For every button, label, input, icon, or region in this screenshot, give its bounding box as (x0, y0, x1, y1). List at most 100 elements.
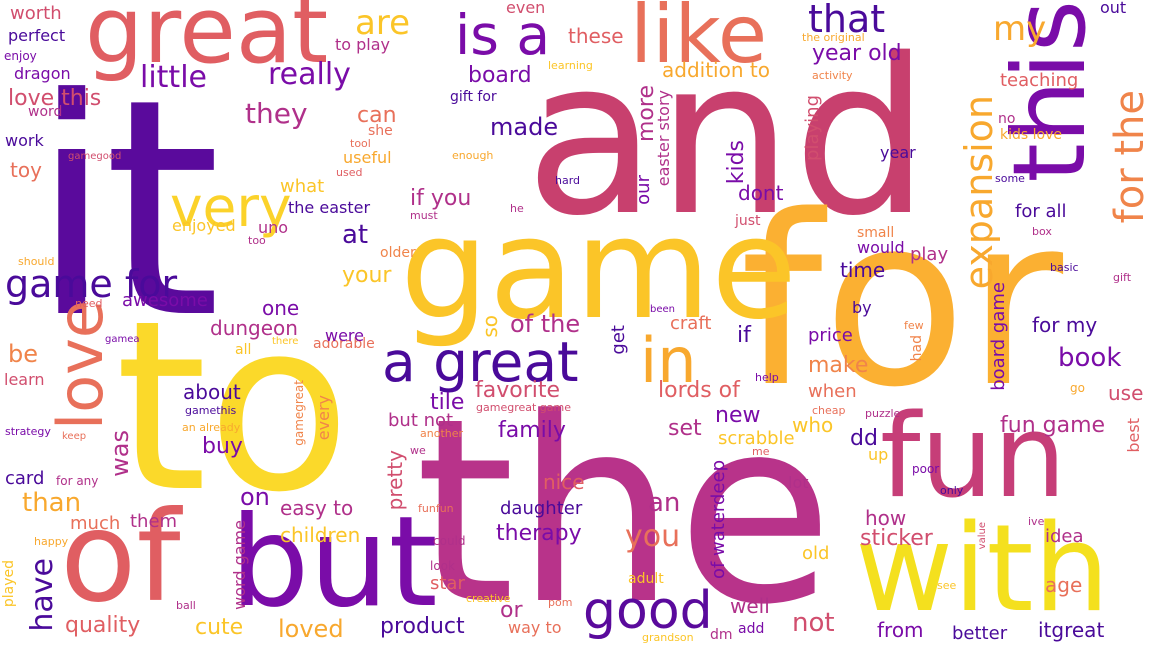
word: craft (670, 313, 712, 334)
word: nice (543, 470, 585, 494)
word: really (268, 57, 351, 92)
word: grandson (642, 631, 694, 644)
word: idea (1045, 526, 1084, 547)
word: set (668, 416, 702, 441)
word: scrabble (718, 428, 795, 449)
word: from (877, 618, 924, 642)
word: what (280, 176, 325, 197)
word: for the (1107, 90, 1152, 224)
word: time (840, 258, 886, 282)
word: playing (802, 95, 823, 161)
word: the easter (288, 198, 371, 217)
word: you (625, 519, 681, 554)
word: creative (466, 592, 511, 605)
word: the (415, 364, 834, 648)
word: an (648, 488, 681, 518)
word: some (995, 172, 1025, 185)
word: uno (258, 218, 289, 237)
word: your (342, 263, 392, 288)
word: new (715, 403, 761, 428)
word: on (240, 483, 270, 511)
word: book (1058, 343, 1122, 373)
word: who (792, 413, 834, 437)
word: learning (548, 59, 593, 72)
word: pom (548, 596, 573, 609)
word: these (568, 24, 624, 48)
word: just (735, 213, 761, 229)
word: game (400, 188, 798, 351)
word: enough (452, 149, 494, 162)
word: hard (555, 174, 581, 187)
word: learn (4, 370, 45, 389)
word: well (730, 594, 770, 618)
word: best (1124, 418, 1143, 453)
word: dungeon (210, 316, 298, 340)
word: but (230, 490, 438, 635)
word: is a (455, 3, 551, 67)
word: much (70, 513, 121, 534)
word: toy (10, 158, 42, 182)
word: old (802, 543, 830, 564)
word: useful (343, 148, 392, 167)
word: worth (10, 3, 62, 24)
word: up (868, 445, 889, 464)
word: cheap (812, 404, 846, 417)
word: children (280, 523, 361, 547)
word: play (910, 244, 949, 265)
word: easter story (654, 90, 673, 187)
word: no (998, 111, 1016, 127)
word: teaching (1000, 70, 1079, 91)
word: for all (1015, 201, 1067, 222)
word: love this (8, 86, 102, 111)
word: played (1, 560, 17, 608)
word: fun game (1000, 413, 1106, 438)
word: enjoy (4, 49, 37, 63)
word: and (525, 12, 930, 263)
word: game for (5, 262, 178, 306)
word: board game (988, 282, 1009, 391)
word: older (380, 245, 416, 261)
word: kids love (1000, 127, 1062, 143)
word: box (1032, 225, 1052, 238)
word: every (314, 395, 333, 441)
word: gamegreat (292, 380, 306, 446)
word: there (272, 336, 299, 347)
word: me (752, 445, 770, 458)
word: few (904, 319, 924, 332)
word: card (5, 468, 45, 489)
word: gift (1113, 271, 1132, 284)
word: dont (738, 181, 784, 205)
word: make (808, 353, 869, 378)
word: itgreat (1038, 618, 1105, 642)
word: must (410, 209, 438, 222)
word: be (8, 340, 38, 368)
word: to play (335, 35, 391, 54)
word: can (357, 103, 397, 128)
word: very (170, 175, 292, 239)
word: he (510, 202, 524, 215)
word: small (857, 225, 895, 241)
word: year (880, 143, 916, 162)
word: so (478, 315, 502, 338)
word: not (792, 608, 835, 638)
word: too (248, 234, 266, 247)
word: activity (812, 69, 853, 82)
word: or (500, 598, 523, 623)
word: adult (628, 571, 664, 587)
word: funfun (418, 502, 454, 515)
word: price (808, 325, 853, 346)
word: for any (56, 474, 99, 488)
word: should (18, 255, 55, 268)
word: need (75, 297, 103, 310)
word: buy (202, 434, 243, 459)
word: used (336, 166, 363, 179)
word: she (368, 123, 393, 139)
word: that (808, 0, 886, 41)
word: poor (912, 462, 940, 476)
word: them (130, 511, 178, 532)
word: out (1100, 0, 1127, 17)
word: family (498, 418, 566, 443)
word: a great (382, 330, 579, 394)
word: addition to (662, 58, 770, 82)
